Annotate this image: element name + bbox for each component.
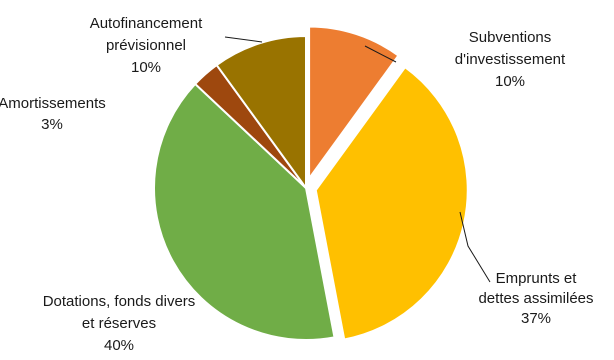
slice-label-line-3-0: Amortissements [0, 95, 106, 112]
leader-line-0 [364, 45, 397, 63]
pie-slice-1 [314, 65, 469, 341]
slice-percent-1: 37% [521, 310, 551, 327]
slice-label-line-1-1: dettes assimilées [478, 290, 593, 307]
slice-label-1: Emprunts et dettes assimilées 37% [478, 270, 593, 327]
slice-label-line-2-0: Dotations, fonds divers [43, 293, 196, 310]
slice-label-line-2-1: et réserves [82, 315, 156, 332]
slice-percent-2: 40% [104, 337, 134, 354]
leader-line-4 [224, 36, 263, 43]
pie-slice-4 [215, 34, 307, 192]
slice-percent-0: 10% [495, 73, 525, 90]
slice-percent-4: 10% [131, 59, 161, 76]
slice-label-3: Amortissements 3% [0, 95, 106, 133]
slice-label-line-4-1: prévisionnel [106, 37, 186, 54]
slice-label-line-0-1: d'investissement [455, 51, 566, 68]
slice-label-2: Dotations, fonds divers et réserves 40% [43, 293, 196, 354]
slice-label-4: Autofinancement prévisionnel 10% [90, 15, 203, 76]
slice-label-0: Subventions d'investissement 10% [455, 29, 566, 90]
slice-percent-3: 3% [41, 116, 63, 133]
pie-slice-2 [153, 82, 336, 341]
slice-label-line-1-0: Emprunts et [496, 270, 578, 287]
leader-line-1 [459, 211, 491, 283]
slice-label-line-4-0: Autofinancement [90, 15, 203, 32]
pie-slice-0 [308, 25, 400, 182]
slice-label-line-0-0: Subventions [469, 29, 552, 46]
